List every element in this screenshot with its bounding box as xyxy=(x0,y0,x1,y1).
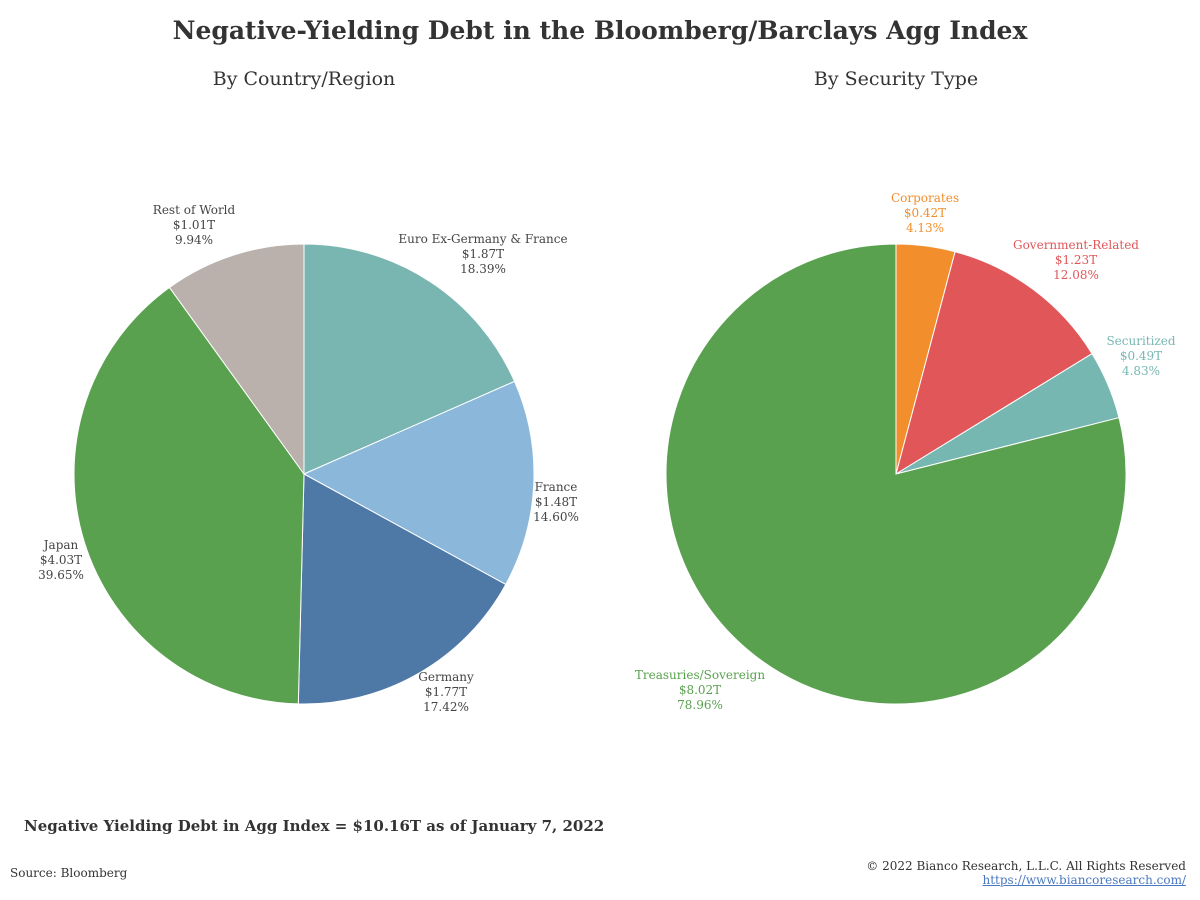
pie-slice-france xyxy=(302,380,535,586)
slice-label-rest-of-world: Rest of World $1.01T 9.94% xyxy=(153,203,236,247)
copyright-block: © 2022 Bianco Research, L.L.C. All Right… xyxy=(866,859,1186,887)
slice-label-japan: Japan $4.03T 39.65% xyxy=(38,538,84,582)
slice-label-euro-ex-germany-france: Euro Ex-Germany & France $1.87T 18.39% xyxy=(398,232,567,276)
pie-slice-government-related xyxy=(895,251,1093,476)
slice-label-government-related: Government-Related $1.23T 12.08% xyxy=(1013,238,1139,282)
pie-security: Corporates $0.42T 4.13% Government-Related $… xyxy=(635,191,1176,712)
slice-label-france: France $1.48T 14.60% xyxy=(533,480,579,524)
pie-title-security: By Security Type xyxy=(813,68,979,90)
pie-slice-japan xyxy=(73,286,305,705)
charts-canvas: Euro Ex-Germany & France $1.87T 18.39% Fran… xyxy=(38,191,1176,714)
total-note: Negative Yielding Debt in Agg Index = $1… xyxy=(24,817,605,835)
slice-label-germany: Germany $1.77T 17.42% xyxy=(418,670,474,714)
website-link[interactable]: https://www.biancoresearch.com/ xyxy=(982,873,1186,887)
pie-slice-euro-ex-germany-france xyxy=(303,243,516,475)
pie-slice-treasuries-sovereign xyxy=(665,243,1127,705)
pie-title-country: By Country/Region xyxy=(212,68,396,90)
slice-label-corporates: Corporates $0.42T 4.13% xyxy=(891,191,959,235)
pie-slice-rest-of-world xyxy=(168,243,305,476)
pie-country: Euro Ex-Germany & France $1.87T 18.39% Fran… xyxy=(38,203,579,714)
source-text: Source: Bloomberg xyxy=(10,866,128,880)
slice-label-treasuries-sovereign: Treasuries/Sovereign $8.02T 78.96% xyxy=(635,668,765,712)
slice-label-securitized: Securitized $0.49T 4.83% xyxy=(1106,334,1175,378)
chart-title: Negative-Yielding Debt in the Bloomberg/… xyxy=(172,16,1028,45)
copyright-text: © 2022 Bianco Research, L.L.C. All Right… xyxy=(866,859,1186,873)
pie-slice-germany xyxy=(297,473,507,705)
